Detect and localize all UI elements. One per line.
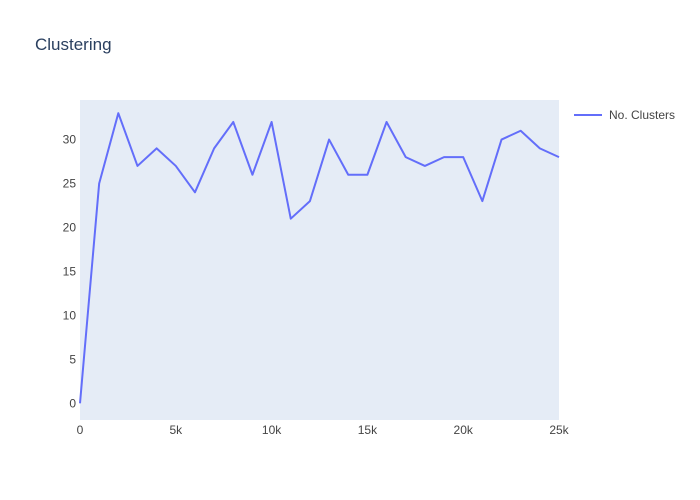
legend-label-no-clusters[interactable]: No. Clusters — [609, 108, 675, 122]
data-point[interactable] — [363, 171, 371, 179]
data-point[interactable] — [191, 188, 199, 196]
data-point[interactable] — [95, 180, 103, 188]
data-point[interactable] — [210, 144, 218, 152]
data-point[interactable] — [555, 153, 563, 161]
y-tick-label: 10 — [63, 308, 77, 322]
y-tick-label: 30 — [63, 133, 77, 147]
plot-area — [80, 100, 559, 420]
data-point[interactable] — [459, 153, 467, 161]
data-point[interactable] — [306, 197, 314, 205]
legend[interactable]: No. Clusters — [574, 108, 675, 122]
data-point[interactable] — [325, 136, 333, 144]
data-point[interactable] — [76, 399, 84, 407]
x-tick-label: 0 — [77, 423, 84, 437]
x-tick-label: 10k — [262, 423, 282, 437]
series-layer — [76, 109, 563, 407]
data-point[interactable] — [402, 153, 410, 161]
series-line-no-clusters[interactable] — [79, 112, 560, 404]
data-point[interactable] — [344, 171, 352, 179]
y-axis-ticks: 0 5 10 15 20 25 30 — [63, 133, 77, 411]
data-point[interactable] — [268, 118, 276, 126]
y-tick-label: 5 — [69, 352, 76, 366]
data-point[interactable] — [421, 162, 429, 170]
data-point[interactable] — [287, 215, 295, 223]
x-tick-label: 25k — [549, 423, 569, 437]
x-tick-label: 15k — [358, 423, 378, 437]
data-point[interactable] — [114, 109, 122, 117]
data-point[interactable] — [478, 197, 486, 205]
data-point[interactable] — [133, 162, 141, 170]
data-point[interactable] — [440, 153, 448, 161]
y-tick-label: 0 — [69, 396, 76, 410]
x-tick-label: 5k — [169, 423, 183, 437]
y-tick-label: 25 — [63, 177, 77, 191]
y-tick-label: 15 — [63, 264, 77, 278]
data-point[interactable] — [172, 162, 180, 170]
y-tick-label: 20 — [63, 220, 77, 234]
data-point[interactable] — [229, 118, 237, 126]
data-point[interactable] — [383, 118, 391, 126]
data-point[interactable] — [153, 144, 161, 152]
chart-title: Clustering — [35, 35, 112, 54]
data-point[interactable] — [536, 144, 544, 152]
data-point[interactable] — [498, 136, 506, 144]
x-axis-ticks: 0 5k 10k 15k 20k 25k — [77, 423, 570, 437]
x-tick-label: 20k — [454, 423, 474, 437]
data-point[interactable] — [248, 171, 256, 179]
data-point[interactable] — [517, 127, 525, 135]
